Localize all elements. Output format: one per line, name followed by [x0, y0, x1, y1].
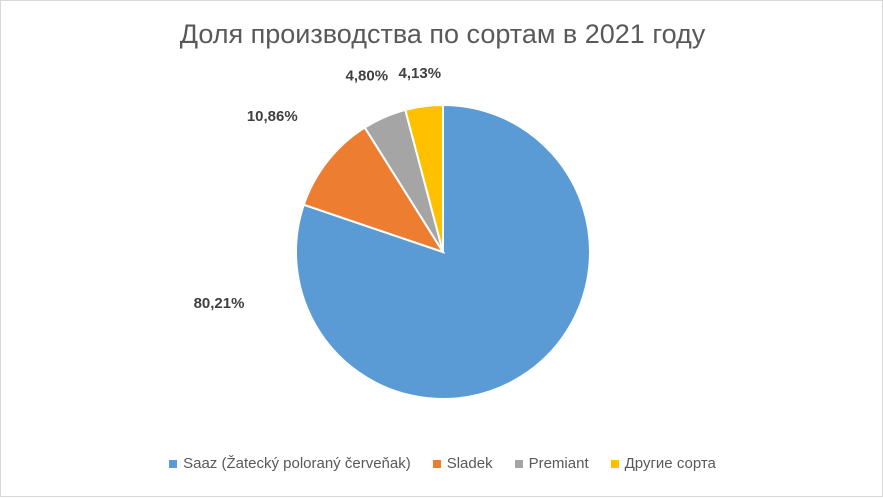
legend-item-sladek: Sladek — [432, 455, 493, 472]
legend-item-saaz: Saaz (Žatecký poloraný červeňak) — [169, 455, 411, 472]
data-label-saaz: 80,21% — [194, 295, 245, 312]
legend-label-premiant: Premiant — [528, 455, 589, 472]
legend-swatch-sladek — [432, 459, 441, 468]
legend-swatch-other — [610, 459, 619, 468]
chart-title: Доля производства по сортам в 2021 году — [179, 19, 706, 49]
pie-slice-sladek — [302, 126, 446, 254]
data-label-sladek: 10,86% — [247, 108, 298, 125]
legend-swatch-premiant — [514, 459, 523, 468]
legend-item-other: Другие сорта — [610, 455, 716, 472]
legend-label-saaz: Saaz (Žatecký poloraný červeňak) — [183, 455, 411, 472]
legend-swatch-saaz — [169, 459, 178, 468]
data-label-premiant: 4,80% — [346, 68, 389, 85]
legend: Saaz (Žatecký poloraný červeňak) Sladek … — [1, 455, 883, 472]
pie-slice-other — [404, 103, 444, 253]
legend-label-sladek: Sladek — [446, 455, 493, 472]
legend-label-other: Другие сорта — [624, 455, 716, 472]
data-label-other: 4,13% — [399, 65, 442, 82]
legend-item-premiant: Premiant — [514, 455, 589, 472]
